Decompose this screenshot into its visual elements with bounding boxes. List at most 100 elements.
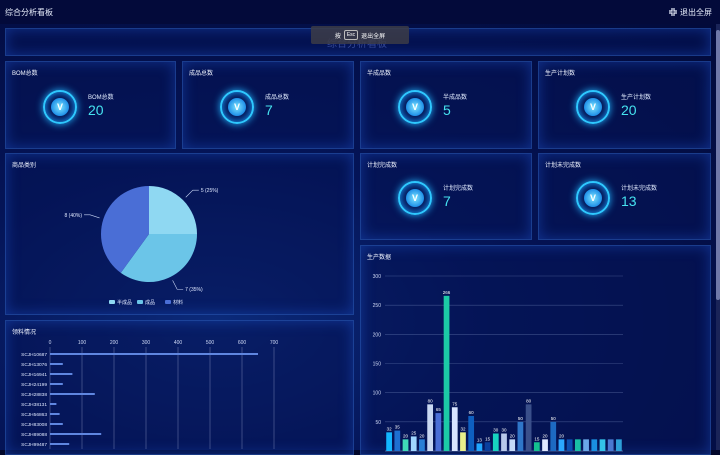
production-bar bbox=[583, 439, 589, 451]
pie-slice-label: 5 (25%) bbox=[201, 188, 219, 194]
scrollbar-thumb[interactable] bbox=[716, 30, 720, 300]
hbar-bar bbox=[50, 383, 63, 385]
card-title: 成品总数 bbox=[189, 71, 214, 77]
bar-value-label: 65 bbox=[436, 407, 442, 412]
card-label: 成品总数 bbox=[265, 95, 290, 101]
bar-value-label: 266 bbox=[443, 290, 451, 295]
pie-leader-line bbox=[84, 214, 100, 219]
card-bom-total: BOM总数 V BOM总数 20 bbox=[5, 61, 176, 149]
exit-fullscreen-label: 退出全屏 bbox=[680, 7, 712, 17]
hbar-category-label: SCJH28838 bbox=[21, 392, 47, 398]
v-badge-icon: V bbox=[398, 181, 432, 215]
card-value: 7 bbox=[265, 102, 273, 118]
legend-label: 成品 bbox=[145, 299, 155, 306]
card-value: 20 bbox=[621, 102, 637, 118]
production-bar bbox=[599, 439, 606, 451]
pie-leader-line bbox=[185, 189, 199, 198]
bar-value-label: 15 bbox=[534, 436, 540, 441]
toast-suffix: 退出全屏 bbox=[361, 33, 386, 40]
bar-value-label: 20 bbox=[510, 433, 516, 438]
hbar-category-label: SCJH13076 bbox=[21, 362, 47, 368]
production-bar bbox=[574, 439, 581, 451]
fullscreen-toast: 按 Esc 退出全屏 bbox=[311, 26, 409, 44]
hbar-category-label: SCJH16941 bbox=[21, 372, 47, 378]
production-bar bbox=[410, 436, 417, 451]
bar-value-label: 25 bbox=[411, 430, 417, 435]
legend-label: 材料 bbox=[173, 299, 183, 306]
exit-fullscreen-button[interactable]: 退出全屏 bbox=[669, 7, 712, 18]
legend-label: 半成品 bbox=[117, 299, 132, 306]
category-pie-chart: 5 (25%) 7 (35%) 8 (40%) 半成品 成品 材料 bbox=[65, 186, 219, 306]
card-plan-completed: 计划完成数 V 计划完成数 7 bbox=[360, 153, 532, 240]
y-tick-label: 300 bbox=[373, 274, 382, 280]
production-bar bbox=[402, 439, 409, 451]
hbar-bar bbox=[50, 393, 95, 395]
hbar-bar bbox=[50, 433, 102, 435]
production-bar bbox=[533, 442, 540, 451]
production-bar bbox=[394, 430, 401, 451]
card-plan-total: 生产计划数 V 生产计划数 20 bbox=[538, 61, 711, 149]
production-panel: 生产数据 300 250 200 150 100 50 32 35 20 25 20 80 65 266 7… bbox=[360, 245, 711, 455]
pie-slice bbox=[101, 186, 149, 273]
v-badge-icon: V bbox=[398, 90, 432, 124]
card-label: 计划完成数 bbox=[443, 186, 474, 192]
production-bar bbox=[386, 432, 392, 451]
legend-swatch bbox=[109, 300, 115, 304]
v-badge-icon: V bbox=[576, 181, 610, 215]
hbar-bar bbox=[50, 413, 60, 415]
pie-slice bbox=[120, 234, 197, 282]
production-bar bbox=[558, 439, 565, 451]
x-tick-label: 700 bbox=[270, 340, 279, 346]
production-bar bbox=[443, 295, 450, 451]
bar-value-label: 32 bbox=[387, 426, 393, 431]
bar-value-label: 30 bbox=[501, 428, 507, 433]
page-scrollbar[interactable] bbox=[716, 24, 720, 450]
legend-swatch bbox=[137, 300, 143, 304]
bar-value-label: 15 bbox=[485, 436, 491, 441]
pie-panel: 商品类别 5 (25%) 7 (35%) 8 (40%) 半成品 成品 材料 bbox=[5, 153, 354, 315]
card-title: 计划完成数 bbox=[367, 163, 398, 169]
toast-prefix: 按 bbox=[334, 33, 341, 40]
hbar-bar bbox=[50, 423, 63, 425]
fullscreen-exit-icon bbox=[669, 8, 677, 16]
bar-value-label: 13 bbox=[477, 437, 483, 442]
hbar-category-label: SCJH99487 bbox=[21, 442, 47, 448]
card-plan-incomplete: 计划未完成数 V 计划未完成数 13 bbox=[538, 153, 711, 240]
production-bar bbox=[492, 433, 499, 451]
production-bar bbox=[460, 432, 466, 451]
production-bar bbox=[476, 443, 483, 451]
production-bar bbox=[484, 442, 491, 451]
bar-value-label: 20 bbox=[543, 433, 549, 438]
bar-value-label: 20 bbox=[403, 433, 409, 438]
card-title: 半成品数 bbox=[367, 71, 392, 77]
esc-key: Esc bbox=[343, 30, 359, 40]
legend-swatch bbox=[165, 300, 171, 304]
card-semi-total: 半成品数 V 半成品数 5 bbox=[360, 61, 532, 149]
production-bar bbox=[616, 439, 622, 451]
production-bar bbox=[509, 439, 516, 451]
production-bar bbox=[607, 439, 614, 451]
card-title: 生产计划数 bbox=[545, 71, 576, 77]
pie-slice-label: 8 (40%) bbox=[65, 213, 83, 219]
card-label: 生产计划数 bbox=[621, 95, 652, 101]
production-bar bbox=[550, 421, 557, 451]
hbar-category-label: SCJH10687 bbox=[21, 352, 47, 358]
hbar-category-label: SCJH83008 bbox=[21, 422, 47, 428]
production-bar bbox=[427, 404, 434, 451]
y-tick-label: 50 bbox=[375, 420, 381, 426]
dashboard-title: 综合分析看板 bbox=[5, 7, 53, 17]
production-panel-title: 生产数据 bbox=[367, 255, 392, 261]
x-tick-label: 100 bbox=[78, 340, 87, 346]
bar-value-label: 60 bbox=[469, 410, 475, 415]
card-label: 计划未完成数 bbox=[621, 186, 658, 192]
pie-leader-line bbox=[172, 280, 184, 290]
pie-slice bbox=[149, 186, 197, 234]
production-bar bbox=[468, 416, 475, 451]
bar-value-label: 20 bbox=[419, 433, 425, 438]
card-value: 20 bbox=[88, 102, 104, 118]
top-bar: 综合分析看板 退出全屏 bbox=[0, 0, 720, 24]
hbar-bar bbox=[50, 403, 57, 405]
bar-value-label: 80 bbox=[526, 398, 532, 403]
hbar-category-label: SCJH38131 bbox=[21, 402, 47, 408]
